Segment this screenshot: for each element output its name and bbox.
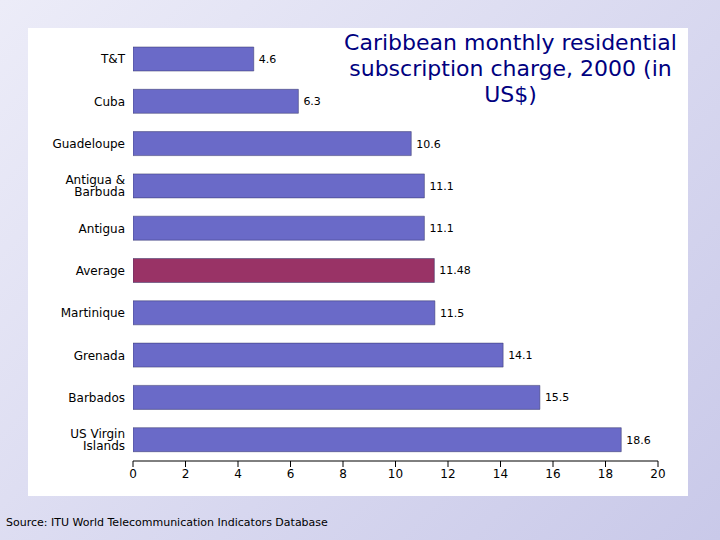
svg-text:Cuba: Cuba xyxy=(94,95,125,109)
svg-text:US VirginIslands: US VirginIslands xyxy=(70,427,125,453)
svg-text:Grenada: Grenada xyxy=(74,349,125,363)
svg-text:11.5: 11.5 xyxy=(440,307,465,320)
svg-text:11.1: 11.1 xyxy=(429,180,454,193)
svg-text:14.1: 14.1 xyxy=(508,349,533,362)
svg-text:T&T: T&T xyxy=(100,52,126,66)
svg-text:12: 12 xyxy=(440,467,455,481)
svg-text:Guadeloupe: Guadeloupe xyxy=(52,137,125,151)
svg-text:Average: Average xyxy=(76,264,125,278)
svg-text:4.6: 4.6 xyxy=(259,53,277,66)
svg-text:16: 16 xyxy=(545,467,560,481)
svg-text:18.6: 18.6 xyxy=(626,434,651,447)
svg-text:4: 4 xyxy=(234,467,242,481)
svg-text:10.6: 10.6 xyxy=(416,138,441,151)
svg-text:Antigua &Barbuda: Antigua &Barbuda xyxy=(65,173,125,199)
svg-text:14: 14 xyxy=(493,467,508,481)
html-text:Caribbean monthly residential: Caribbean monthly residential subscripti… xyxy=(344,30,677,107)
svg-text:11.1: 11.1 xyxy=(429,222,454,235)
svg-text:6.3: 6.3 xyxy=(303,95,321,108)
svg-text:6: 6 xyxy=(287,467,295,481)
svg-text:10: 10 xyxy=(388,467,403,481)
svg-text:2: 2 xyxy=(182,467,190,481)
svg-text:11.48: 11.48 xyxy=(439,264,471,277)
svg-text:20: 20 xyxy=(650,467,665,481)
svg-text:8: 8 xyxy=(339,467,347,481)
svg-text:Barbados: Barbados xyxy=(68,391,125,405)
svg-text:0: 0 xyxy=(129,467,137,481)
html-text:Source: ITU World Telecommunic: Source: ITU World Telecommunication Indi… xyxy=(6,516,328,529)
svg-text:Antigua: Antigua xyxy=(79,222,125,236)
svg-text:Martinique: Martinique xyxy=(61,306,125,320)
svg-text:15.5: 15.5 xyxy=(545,391,570,404)
svg-text:18: 18 xyxy=(598,467,613,481)
